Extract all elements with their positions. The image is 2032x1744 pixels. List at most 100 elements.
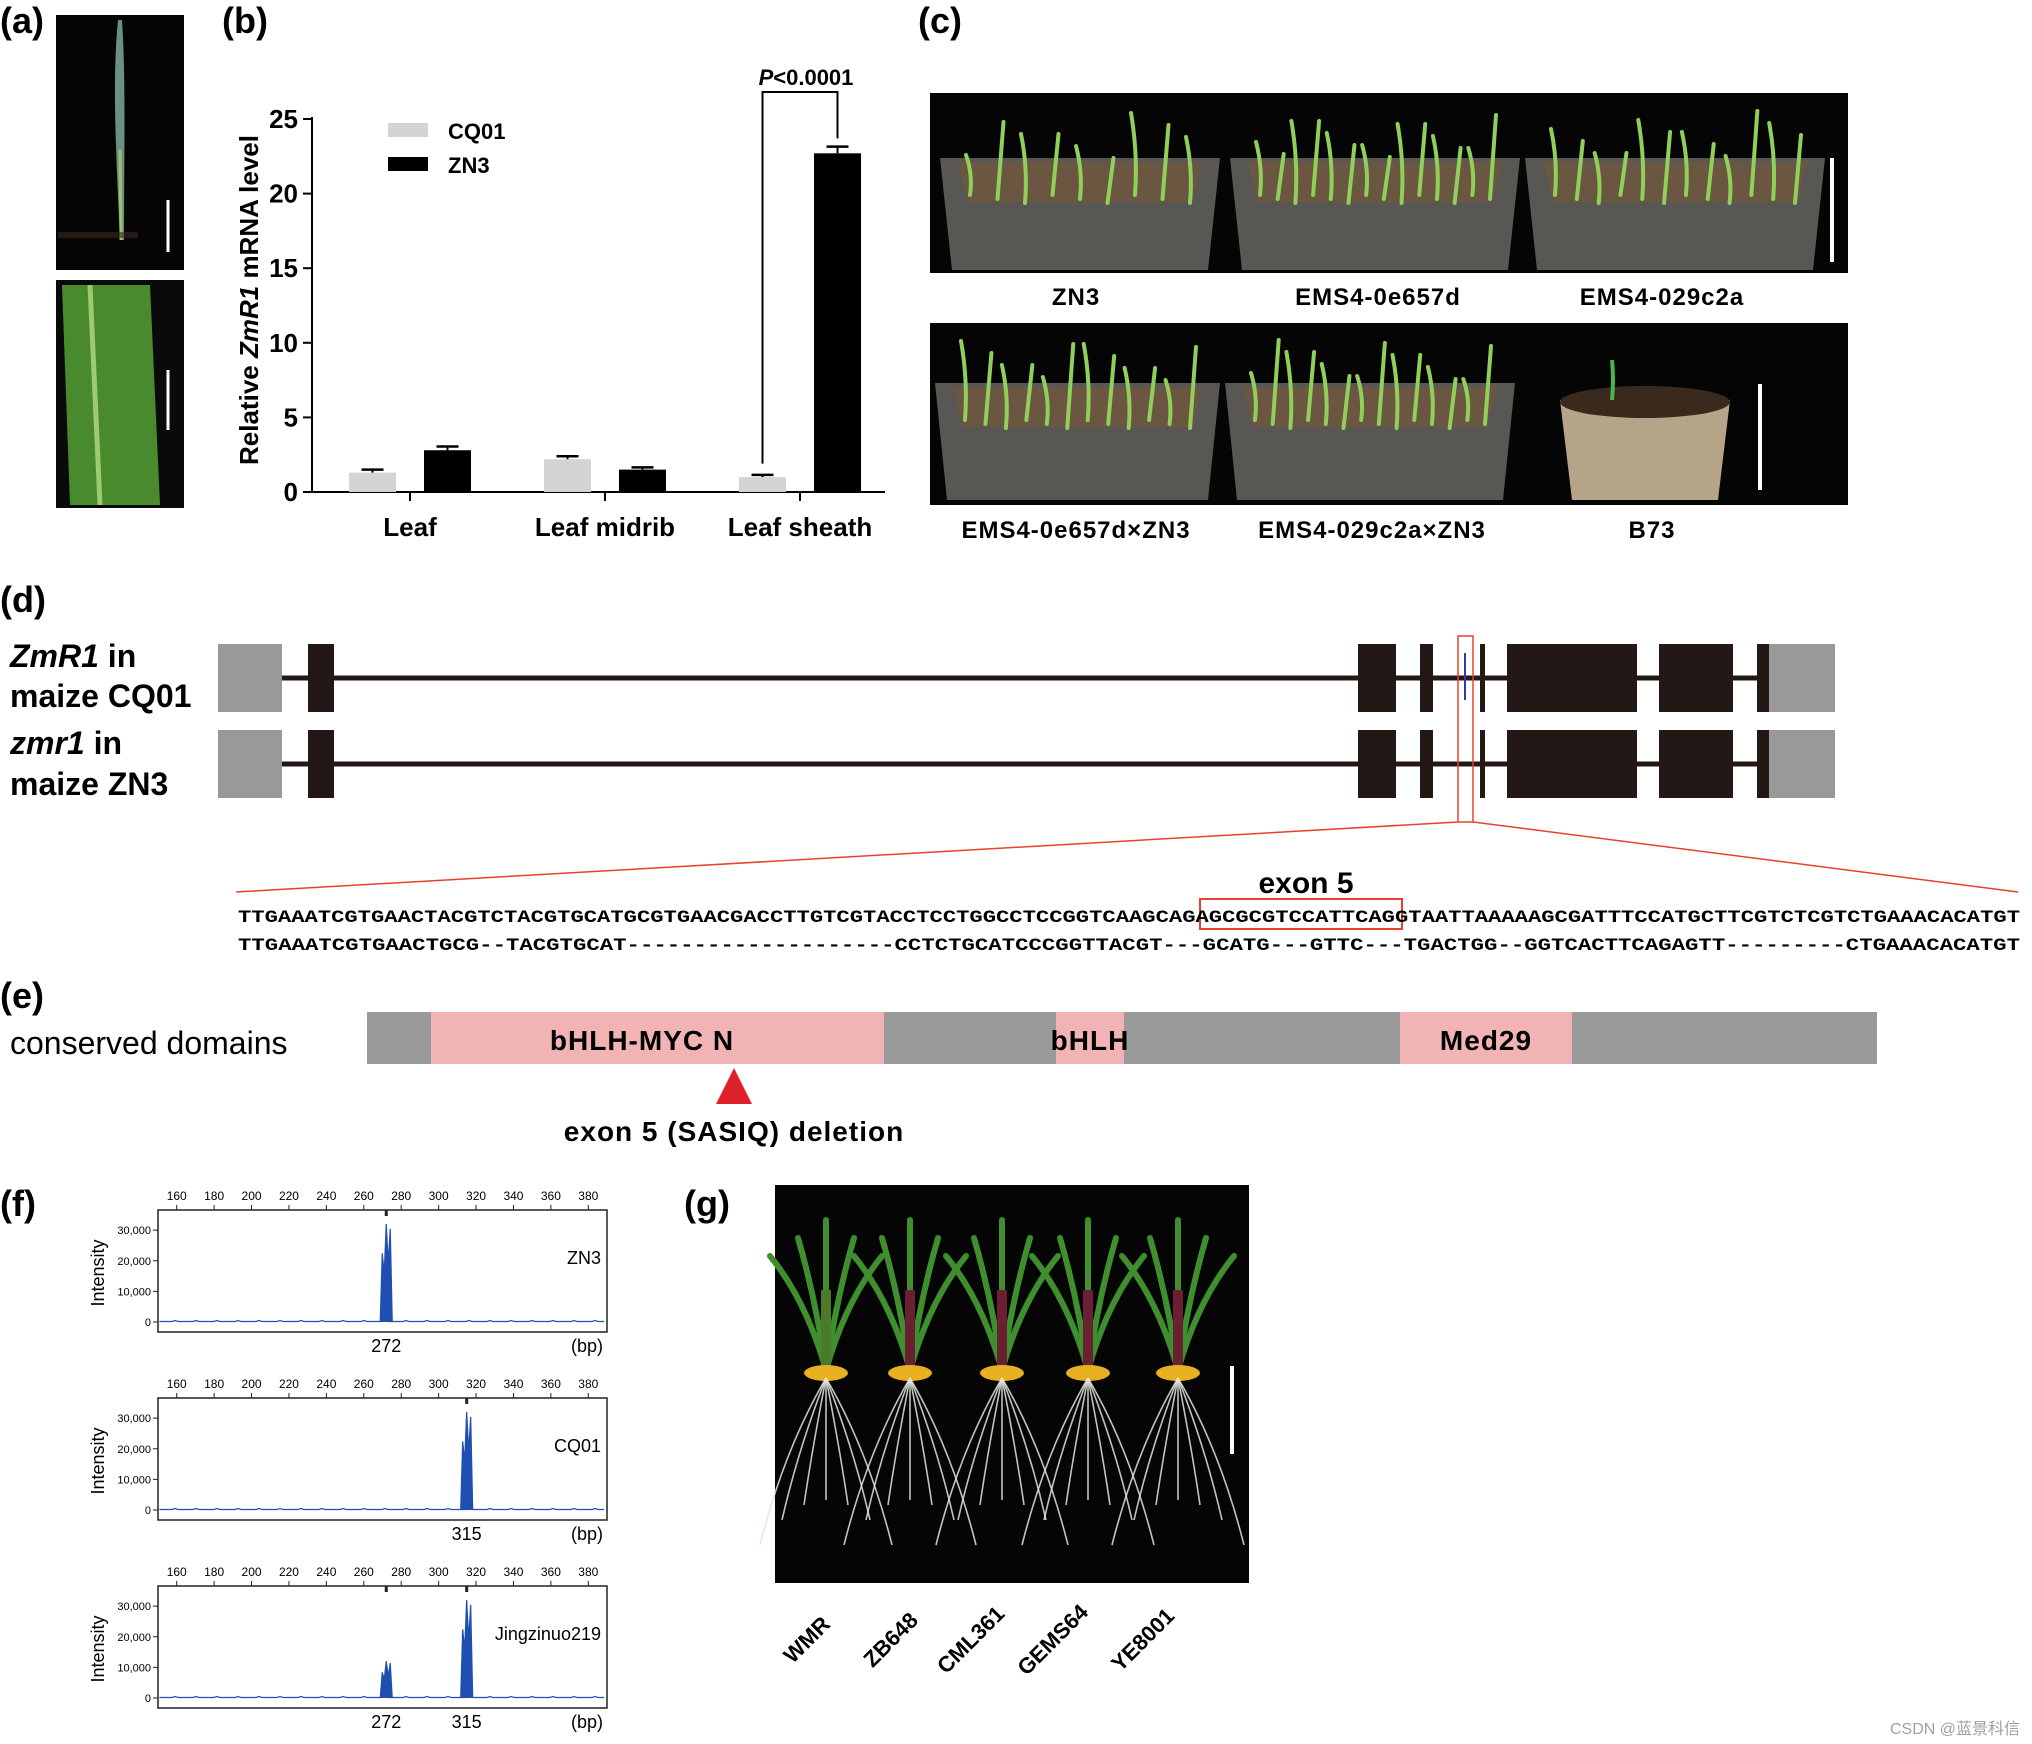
x-tick-label: 220 (279, 1377, 299, 1391)
trace-frame (157, 1209, 608, 1333)
gene-label-mut: zmr1 in (9, 725, 122, 761)
seedling (1040, 375, 1050, 426)
seedling (983, 351, 994, 426)
peak-label: 272 (371, 1336, 401, 1356)
unit-label: (bp) (571, 1336, 603, 1356)
genotype-label: ZB648 (859, 1608, 923, 1672)
y-tick-label: 10,000 (117, 1662, 151, 1674)
y-tick-label: 25 (269, 104, 298, 134)
root (1177, 1377, 1201, 1506)
x-tick-label: 260 (354, 1189, 374, 1203)
seedling (1417, 122, 1428, 197)
stem (905, 1290, 915, 1370)
x-tick-label: 340 (503, 1377, 523, 1391)
seedling (1289, 119, 1299, 205)
stem (821, 1290, 831, 1370)
seedling (1679, 130, 1689, 197)
seedling (1270, 338, 1281, 426)
exon5-label: exon 5 (1258, 867, 1353, 900)
gene-label-mut-line2: maize ZN3 (10, 766, 168, 802)
x-tick-label: 320 (466, 1189, 486, 1203)
x-tick-label: 220 (279, 1189, 299, 1203)
deletion-label: exon 5 (SASIQ) deletion (564, 1116, 904, 1147)
seedling (1662, 130, 1673, 205)
seedling (1592, 151, 1602, 205)
y-tick-label: 10,000 (117, 1286, 151, 1298)
seedling (1412, 353, 1423, 422)
root (825, 1377, 849, 1506)
y-tick-label: 0 (145, 1505, 151, 1517)
root (759, 1377, 827, 1546)
x-tick-label: 380 (578, 1565, 598, 1579)
x-tick-label: 260 (354, 1565, 374, 1579)
root (1087, 1377, 1133, 1521)
seedling (1065, 342, 1076, 430)
utr-block (218, 644, 282, 712)
seedling (1618, 151, 1629, 197)
peak (460, 1599, 474, 1699)
root (781, 1377, 827, 1521)
root (1155, 1377, 1179, 1506)
seedling (1355, 374, 1365, 422)
seedling (1749, 109, 1760, 197)
x-tick-label: Leaf midrib (535, 512, 675, 542)
peak (379, 1661, 393, 1699)
seedling (1574, 139, 1585, 201)
panel-label-c: (c) (918, 0, 962, 41)
x-tick-label: 220 (279, 1565, 299, 1579)
x-tick-label: 200 (242, 1189, 262, 1203)
seedling (1341, 374, 1352, 430)
pot-label: EMS4-0e657d (1295, 284, 1461, 311)
root (1087, 1377, 1155, 1546)
sample-label: ZN3 (567, 1248, 601, 1268)
root (957, 1377, 1003, 1521)
x-tick-label: 180 (204, 1189, 224, 1203)
y-tick-label: 30,000 (117, 1413, 151, 1425)
x-tick-label: 300 (429, 1377, 449, 1391)
x-tick-label: 260 (354, 1377, 374, 1391)
y-tick-label: 15 (269, 253, 298, 283)
seedling (1249, 371, 1258, 422)
seedling (1360, 143, 1370, 197)
expression-bar-chart: Relative ZmR1 mRNA level CQ01 ZN3 P<0.00… (234, 65, 885, 542)
seedling (1705, 142, 1716, 201)
exon-block (308, 730, 334, 798)
deletion-triangle-icon (716, 1068, 752, 1104)
panel-label-d: (d) (0, 579, 46, 620)
panel-label-g: (g) (684, 1183, 730, 1224)
x-tick-label: 280 (391, 1565, 411, 1579)
root (979, 1377, 1003, 1506)
unit-label: (bp) (571, 1712, 603, 1732)
domain-label: Med29 (1440, 1025, 1532, 1056)
utr-block (218, 730, 282, 798)
stem (997, 1290, 1007, 1370)
y-tick-label: 20,000 (117, 1444, 151, 1456)
panel-c-photos: ZN3 EMS4-0e657d EMS4-029c2a EMS4-0e657d×… (930, 93, 1848, 544)
seedling (1488, 113, 1498, 201)
soil (953, 387, 1202, 427)
x-tick-label: Leaf (383, 512, 437, 542)
panel-label-b: (b) (222, 0, 268, 41)
exon-block (1420, 730, 1433, 798)
peak-label: 272 (371, 1712, 401, 1732)
seedling (1319, 362, 1329, 426)
x-tick-label: 320 (466, 1377, 486, 1391)
domain-med29 (1400, 1012, 1572, 1064)
peak (379, 1223, 393, 1323)
genotype-label: YE8001 (1106, 1603, 1179, 1676)
x-tick-label: 320 (466, 1565, 486, 1579)
exon-block (1480, 730, 1485, 798)
root (1177, 1377, 1245, 1546)
exon-block (1757, 644, 1769, 712)
panel-g-photo: WMR ZB648 CML361 GEMS64 YE8001 (759, 1185, 1249, 1680)
x-tick-label: 200 (242, 1377, 262, 1391)
x-tick-label: 380 (578, 1377, 598, 1391)
root (1001, 1377, 1047, 1521)
seedling (995, 120, 1006, 201)
soil (1560, 386, 1730, 418)
y-axis-label: Intensity (88, 1239, 108, 1306)
soil (1243, 387, 1497, 427)
soil (1543, 162, 1807, 202)
x-tick-label: 300 (429, 1565, 449, 1579)
root (1177, 1377, 1223, 1521)
